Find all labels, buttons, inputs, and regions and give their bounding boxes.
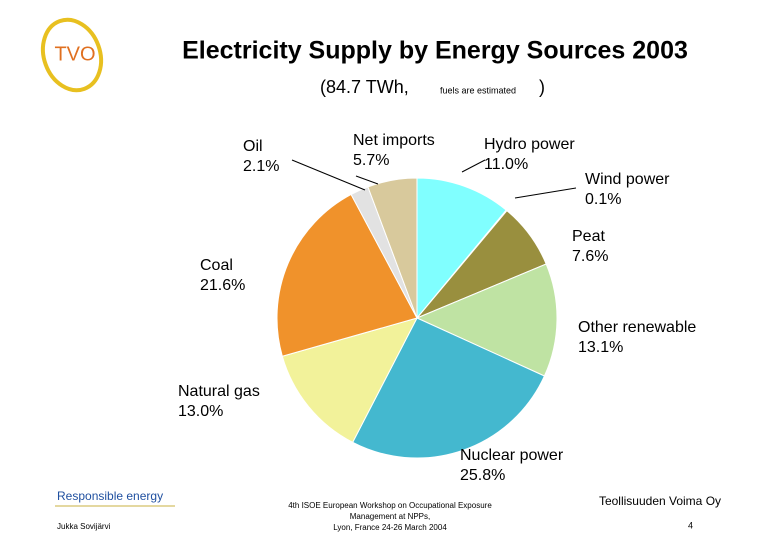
footer-event: Management at NPPs, [350,512,430,521]
footer-event: Lyon, France 24-26 March 2004 [333,523,447,532]
slice-value: 7.6% [572,248,608,265]
slice-label: Hydro power [484,136,575,153]
pie-slice [367,177,418,319]
slice-label: Oil [243,138,263,155]
slice-label: Coal [200,257,233,274]
footer-event: 4th ISOE European Workshop on Occupation… [288,501,492,510]
slice-value: 21.6% [200,277,245,294]
logo: TVO [54,43,95,65]
pie-slice [351,317,546,459]
slice-label: Nuclear power [460,447,564,464]
slice-value: 11.0% [484,156,528,173]
slice-value: 25.8% [460,467,505,484]
logo-ring [40,17,104,93]
slice-value: 2.1% [243,158,279,175]
slice-value: 5.7% [353,152,389,169]
page-number: 4 [688,520,693,530]
subtitle: (84.7 TWh, [320,77,409,97]
footer-title: Responsible energy [57,489,163,503]
pie-slice [416,177,507,320]
slice-label: Natural gas [178,383,260,400]
footer-company: Teollisuuden Voima Oy [599,494,721,508]
slice-value: 0.1% [585,191,621,208]
subtitle-close: ) [539,77,545,97]
slice-value: 13.1% [578,339,623,356]
leader-line [291,159,366,191]
slice-label: Net imports [353,132,435,149]
slice-label: Peat [572,228,605,245]
pie-slice [415,263,558,377]
footer-author: Jukka Sovijärvi [57,522,111,531]
leader-line [514,187,577,199]
leader-line [355,175,379,185]
chart-title: Electricity Supply by Energy Sources 200… [182,37,688,65]
pie-slice [276,193,418,357]
slice-label: Wind power [585,171,670,188]
pie-slice [281,317,418,444]
slice-label: Other renewable [578,319,696,336]
slice-value: 13.0% [178,403,223,420]
leader-line [461,159,486,173]
subtitle-note: fuels are estimated [440,85,516,95]
